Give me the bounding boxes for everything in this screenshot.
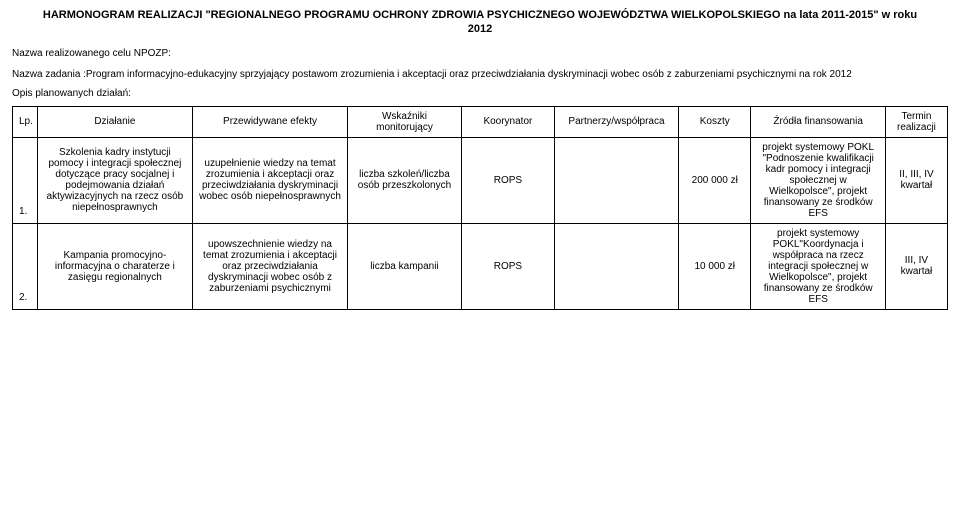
schedule-table: Lp. Działanie Przewidywane efekty Wskaźn… [12,106,948,310]
cell-dzialanie: Kampania promocyjno-informacyjna o chara… [37,223,192,309]
title-line1: HARMONOGRAM REALIZACJI "REGIONALNEGO PRO… [43,9,917,21]
cell-wskazniki: liczba kampanii [348,223,462,309]
document-title: HARMONOGRAM REALIZACJI "REGIONALNEGO PRO… [12,8,948,37]
table-row: 2. Kampania promocyjno-informacyjna o ch… [13,223,948,309]
table-header-row: Lp. Działanie Przewidywane efekty Wskaźn… [13,106,948,137]
header-termin: Termin realizacji [885,106,947,137]
cell-dzialanie: Szkolenia kadry instytucji pomocy i inte… [37,137,192,223]
header-efekty: Przewidywane efekty [192,106,347,137]
intro-label: Nazwa realizowanego celu NPOZP: [12,47,948,60]
header-wskazniki: Wskaźniki monitorujący [348,106,462,137]
header-partnerzy: Partnerzy/współpraca [554,106,678,137]
title-line2: 2012 [468,23,492,35]
cell-efekty: upowszechnienie wiedzy na temat zrozumie… [192,223,347,309]
table-row: 1. Szkolenia kadry instytucji pomocy i i… [13,137,948,223]
cell-termin: III, IV kwartał [885,223,947,309]
cell-koszty: 200 000 zł [679,137,751,223]
cell-zrodla: projekt systemowy POKL "Podnoszenie kwal… [751,137,885,223]
cell-koszty: 10 000 zł [679,223,751,309]
cell-wskazniki: liczba szkoleń/liczba osób przeszkolonyc… [348,137,462,223]
header-lp: Lp. [13,106,38,137]
cell-lp: 1. [13,137,38,223]
header-dzialanie: Działanie [37,106,192,137]
header-koorynator: Koorynator [461,106,554,137]
cell-koorynator: ROPS [461,223,554,309]
cell-termin: II, III, IV kwartał [885,137,947,223]
cell-partnerzy [554,223,678,309]
cell-koorynator: ROPS [461,137,554,223]
cell-efekty: uzupełnienie wiedzy na temat zrozumienia… [192,137,347,223]
intro-opis: Opis planowanych działań: [12,87,948,100]
header-zrodla: Źródła finansowania [751,106,885,137]
header-koszty: Koszty [679,106,751,137]
cell-zrodla: projekt systemowy POKL"Koordynacja i wsp… [751,223,885,309]
cell-lp: 2. [13,223,38,309]
cell-partnerzy [554,137,678,223]
intro-task: Nazwa zadania :Program informacyjno-eduk… [12,68,948,81]
